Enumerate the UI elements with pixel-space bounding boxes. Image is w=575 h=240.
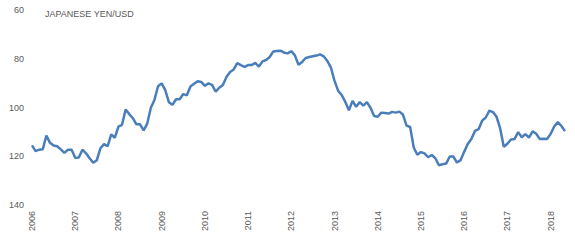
svg-text:80: 80 — [14, 54, 24, 64]
svg-text:2011: 2011 — [243, 211, 253, 230]
svg-text:60: 60 — [14, 5, 24, 15]
svg-text:2014: 2014 — [373, 211, 383, 231]
svg-text:2008: 2008 — [113, 211, 123, 231]
svg-text:2016: 2016 — [459, 211, 469, 231]
svg-text:2010: 2010 — [200, 211, 210, 231]
svg-text:2006: 2006 — [27, 211, 37, 231]
svg-text:2013: 2013 — [330, 211, 340, 231]
svg-text:100: 100 — [9, 103, 24, 113]
svg-text:2012: 2012 — [286, 211, 296, 231]
svg-text:2015: 2015 — [416, 211, 426, 231]
svg-text:2018: 2018 — [546, 211, 556, 231]
svg-text:140: 140 — [9, 200, 24, 210]
svg-text:2007: 2007 — [70, 211, 80, 231]
svg-text:2017: 2017 — [502, 211, 512, 231]
svg-text:2009: 2009 — [157, 211, 167, 231]
svg-text:JAPANESE YEN/USD: JAPANESE YEN/USD — [45, 9, 134, 19]
svg-text:120: 120 — [9, 151, 24, 161]
